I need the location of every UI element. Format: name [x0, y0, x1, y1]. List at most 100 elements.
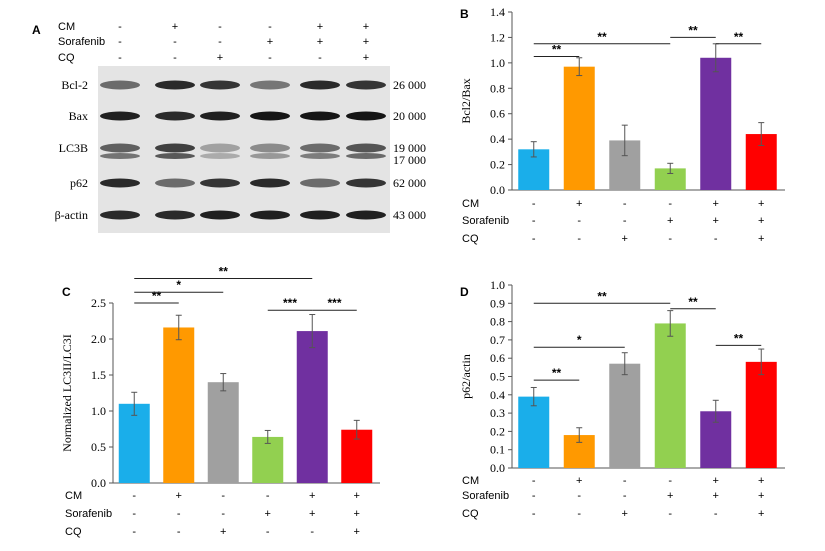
- condition-sign: +: [176, 490, 182, 502]
- significance-label: ***: [283, 296, 297, 310]
- condition-sign: +: [363, 36, 369, 48]
- significance-label: *: [577, 333, 582, 347]
- blot-band: [100, 111, 140, 121]
- condition-sign: -: [118, 21, 122, 33]
- bar: [118, 403, 150, 483]
- p62-actin-chart: D 0.0 0.1 0.2 0.3 0.4 0.5 0.6 0.7 0.8 0.9 1.0 p62/ac…: [459, 278, 785, 520]
- condition-sign: +: [758, 233, 764, 245]
- significance-label: **: [152, 289, 162, 303]
- condition-sign: -: [532, 490, 536, 502]
- condition-sign: +: [758, 508, 764, 520]
- y-tick-label: 2.0: [91, 332, 106, 346]
- significance-label: **: [688, 295, 698, 309]
- blot-band: [250, 143, 290, 153]
- condition-sign: +: [667, 490, 673, 502]
- significance-label: **: [597, 289, 607, 303]
- y-tick-label: 0.2: [490, 424, 505, 438]
- condition-sign: +: [317, 21, 323, 33]
- condition-sign: -: [132, 526, 136, 538]
- condition-sign: +: [713, 198, 719, 210]
- condition-sign: +: [172, 21, 178, 33]
- condition-sign: -: [268, 21, 272, 33]
- condition-sign: +: [217, 52, 223, 64]
- significance-label: **: [688, 23, 698, 37]
- condition-sign: +: [220, 526, 226, 538]
- condition-sign: +: [758, 198, 764, 210]
- blot-band: [346, 178, 386, 188]
- bar: [745, 361, 777, 468]
- blot-band: [300, 210, 340, 220]
- band-label: Bcl-2: [61, 78, 88, 92]
- y-axis-title: p62/actin: [459, 354, 473, 399]
- condition-sign: +: [354, 526, 360, 538]
- condition-sign: -: [268, 52, 272, 64]
- condition-label-cq: CQ: [65, 526, 82, 538]
- bar: [518, 396, 550, 468]
- condition-sign: +: [354, 508, 360, 520]
- y-tick-label: 0.2: [490, 158, 505, 172]
- y-tick-label: 1.0: [490, 278, 505, 292]
- condition-sign: -: [714, 508, 718, 520]
- blot-band: [346, 111, 386, 121]
- panel-label: B: [460, 7, 469, 21]
- condition-sign: -: [532, 475, 536, 487]
- condition-sign: -: [714, 233, 718, 245]
- significance-label: *: [176, 278, 181, 292]
- y-tick-label: 0.3: [490, 406, 505, 420]
- condition-sign: -: [623, 198, 627, 210]
- significance-label: **: [597, 30, 607, 44]
- condition-sign: -: [532, 508, 536, 520]
- condition-label-cm: CM: [462, 198, 479, 210]
- western-blot-panel: A CM - + - - + + Sorafenib - - - + + + CQ - - + - - + Bcl-2 2…: [32, 21, 426, 233]
- blot-band-lower: [250, 153, 290, 159]
- y-tick-label: 2.5: [91, 296, 106, 310]
- y-tick-label: 0.6: [490, 351, 505, 365]
- condition-label-cq: CQ: [462, 508, 479, 520]
- blot-band-lower: [155, 153, 195, 159]
- bar: [163, 327, 195, 483]
- significance-label: **: [552, 366, 562, 380]
- blot-condition-table: CM - + - - + + Sorafenib - - - + + + CQ - - + - - +: [58, 21, 369, 64]
- blot-band: [250, 80, 290, 90]
- blot-band: [300, 143, 340, 153]
- blot-membrane: [98, 66, 390, 233]
- y-tick-label: 0.0: [490, 461, 505, 475]
- significance-label: ***: [327, 296, 341, 310]
- y-tick-label: 1.0: [91, 404, 106, 418]
- bar: [252, 436, 284, 483]
- significance-label: **: [219, 265, 229, 279]
- band-label: β-actin: [55, 208, 88, 222]
- blot-band: [346, 143, 386, 153]
- y-axis-title: Normalized LC3II/LC3I: [60, 334, 74, 452]
- condition-sign: -: [577, 508, 581, 520]
- condition-sign: -: [221, 490, 225, 502]
- condition-label-sorafenib: Sorafenib: [462, 490, 509, 502]
- condition-sign: -: [218, 21, 222, 33]
- condition-label-sorafenib: Sorafenib: [58, 36, 105, 48]
- condition-sign: -: [668, 198, 672, 210]
- condition-sign: -: [318, 52, 322, 64]
- blot-band: [200, 80, 240, 90]
- condition-sign: -: [177, 526, 181, 538]
- blot-band: [200, 178, 240, 188]
- condition-label-sorafenib: Sorafenib: [65, 508, 112, 520]
- y-tick-label: 0.0: [91, 476, 106, 490]
- condition-sign: -: [218, 36, 222, 48]
- blot-band: [200, 210, 240, 220]
- bcl2-bax-chart: B 0.0 0.2 0.4 0.6 0.8 1.0 1.2 1.4 Bcl2/Bax ** ** ** *…: [459, 5, 785, 245]
- condition-sign: -: [577, 233, 581, 245]
- significance-label: **: [734, 331, 744, 345]
- y-tick-label: 0.7: [490, 333, 505, 347]
- blot-band: [100, 80, 140, 90]
- y-tick-label: 0.8: [490, 81, 505, 95]
- blot-band: [100, 210, 140, 220]
- condition-sign: -: [132, 508, 136, 520]
- bar: [609, 363, 641, 468]
- condition-sign: -: [266, 490, 270, 502]
- blot-band: [300, 178, 340, 188]
- bar: [700, 57, 732, 191]
- blot-band: [155, 210, 195, 220]
- condition-label-cm: CM: [462, 475, 479, 487]
